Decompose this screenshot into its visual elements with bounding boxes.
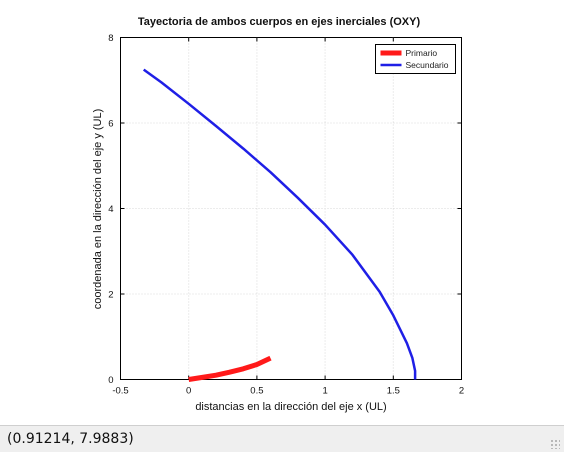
series-line-secundario — [142, 68, 417, 380]
y-tick-label: 6 — [108, 119, 113, 130]
y-tick-label: 2 — [108, 290, 113, 301]
legend-label-primario: Primario — [406, 48, 438, 58]
series-line-primario — [188, 355, 272, 382]
chart-title: Tayectoria de ambos cuerpos en ejes iner… — [138, 16, 421, 28]
x-axis-label: distancias en la dirección del eje x (UL… — [195, 401, 386, 413]
y-tick-label: 4 — [108, 204, 113, 215]
status-bar: (0.91214, 7.9883) — [0, 425, 564, 452]
resize-grip-icon[interactable] — [550, 439, 560, 449]
cursor-coordinates: (0.91214, 7.9883) — [7, 431, 134, 447]
trajectory-chart[interactable]: Tayectoria de ambos cuerpos en ejes iner… — [0, 0, 564, 425]
y-tick-label: 8 — [108, 33, 113, 44]
x-tick-label: 1 — [322, 386, 327, 397]
grid-lines — [120, 37, 462, 380]
x-tick-label: 0 — [186, 386, 191, 397]
legend-box — [375, 44, 456, 74]
legend-label-secundario: Secundario — [406, 60, 449, 70]
x-tick-label: -0.5 — [112, 386, 128, 397]
x-tick-label: 0.5 — [250, 386, 263, 397]
x-tick-label: 2 — [459, 386, 464, 397]
y-tick-label: 0 — [108, 375, 113, 386]
x-tick-label: 1.5 — [387, 386, 400, 397]
series-lines — [142, 68, 417, 382]
legend: Primario Secundario — [375, 44, 456, 74]
y-axis-label: coordenada en la dirección del eje y (UL… — [92, 109, 104, 310]
